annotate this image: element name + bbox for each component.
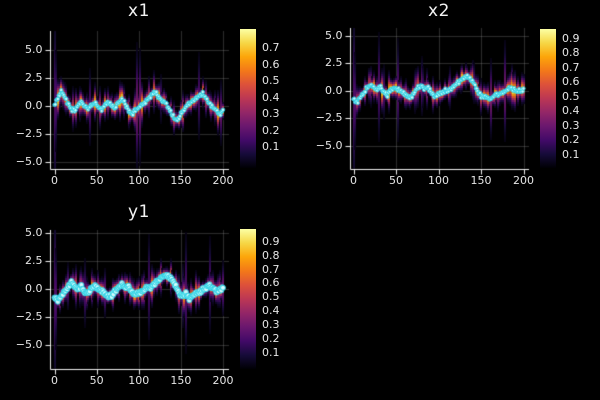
y-tick-label: 5.0 <box>25 42 43 56</box>
x-tick-label: 0 <box>51 373 58 387</box>
colorbar-tick-label: 0.4 <box>262 90 280 104</box>
colorbar-tick-label: 0.2 <box>262 332 280 345</box>
colorbar-tick-label: 0.3 <box>262 318 280 332</box>
colorbar-tick-label: 0.9 <box>262 234 280 248</box>
subplot-x2-colorbar <box>540 29 556 168</box>
y-tick-label: 2.5 <box>325 56 343 70</box>
colorbar-tick-label: 0.1 <box>262 345 280 359</box>
x-tick-label: 50 <box>389 173 403 187</box>
colorbar-tick-label: 0.9 <box>562 31 580 45</box>
colorbar-tick-label: 0.2 <box>262 123 280 137</box>
y-tick-label: −5.0 <box>15 338 43 352</box>
y-tick-label: −5.0 <box>315 138 343 152</box>
y-tick-label: −2.5 <box>15 310 43 324</box>
colorbar-tick-label: 0.7 <box>562 60 580 74</box>
subplot-x1-colorbar <box>240 29 256 168</box>
subplot-y1-colorbar <box>240 229 256 369</box>
x-tick-label: 200 <box>212 173 234 187</box>
y-tick-label: 2.5 <box>25 254 43 268</box>
colorbar-tick-label: 0.5 <box>562 89 580 103</box>
y-tick-label: 0.0 <box>325 83 343 97</box>
colorbar-tick-label: 0.3 <box>562 118 580 132</box>
colorbar-tick-label: 0.8 <box>262 248 280 262</box>
colorbar-tick-label: 0.6 <box>562 75 580 89</box>
colorbar-tick-label: 0.2 <box>562 133 580 147</box>
y-tick-label: −2.5 <box>315 111 343 125</box>
x-tick-label: 50 <box>89 373 104 387</box>
x-tick-label: 150 <box>470 173 492 187</box>
y-tick-label: −5.0 <box>15 154 43 168</box>
colorbar-tick-label: 0.1 <box>562 147 580 161</box>
y-tick-label: 2.5 <box>25 70 43 84</box>
x-tick-label: 50 <box>89 173 104 187</box>
colorbar-tick-label: 0.5 <box>262 74 280 87</box>
x-tick-label: 150 <box>170 173 192 187</box>
subplot-y1-title: y1 <box>128 202 150 222</box>
colorbar-tick-label: 0.7 <box>262 41 280 54</box>
colorbar-tick-label: 0.5 <box>262 290 280 304</box>
colorbar-tick-label: 0.4 <box>562 104 580 118</box>
colorbar-tick-label: 0.8 <box>562 46 580 60</box>
x-tick-label: 0 <box>51 173 58 187</box>
x-tick-label: 150 <box>170 373 192 387</box>
subplot-x2-title: x2 <box>428 1 450 21</box>
subplot-x1-title: x1 <box>128 1 150 21</box>
y-tick-label: 5.0 <box>325 28 343 42</box>
y-tick-label: 5.0 <box>25 226 43 240</box>
x-tick-label: 200 <box>513 173 534 187</box>
x-tick-label: 100 <box>428 173 449 187</box>
x-tick-label: 200 <box>212 373 234 387</box>
colorbar-tick-label: 0.3 <box>262 107 280 120</box>
y-tick-label: 0.0 <box>25 98 43 112</box>
colorbar-tick-label: 0.6 <box>262 57 280 71</box>
x-tick-label: 100 <box>128 173 150 187</box>
colorbar-tick-label: 0.6 <box>262 276 280 290</box>
colorbar-tick-label: 0.1 <box>262 140 280 153</box>
colorbar-tick-label: 0.4 <box>262 304 280 318</box>
y-tick-label: −2.5 <box>15 126 43 140</box>
x-tick-label: 0 <box>350 173 357 187</box>
colorbar-tick-label: 0.7 <box>262 262 280 276</box>
x-tick-label: 100 <box>128 373 150 387</box>
y-tick-label: 0.0 <box>25 282 43 296</box>
